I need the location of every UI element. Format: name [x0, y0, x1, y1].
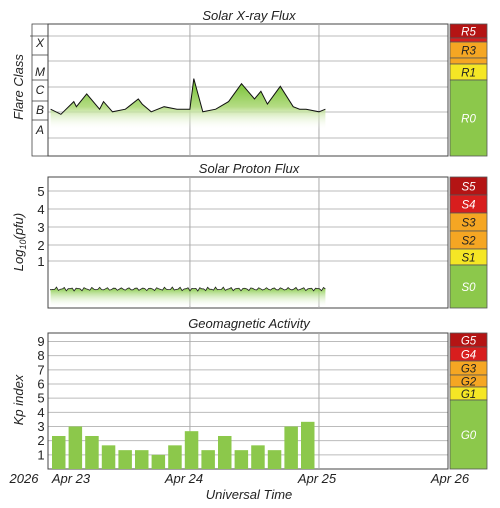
xray-scale-label: R0	[461, 114, 476, 126]
proton-area	[50, 287, 326, 306]
proton-scale-label: S1	[461, 253, 475, 265]
kp-scale-g0	[449, 399, 488, 470]
kp-bar	[201, 450, 215, 469]
xray-scale-	[449, 57, 488, 65]
kp-tick: 7	[37, 362, 44, 377]
proton-scale-label: S0	[461, 282, 476, 294]
kp-scale-label: G0	[461, 430, 477, 442]
proton-scale-s0	[449, 264, 488, 309]
class-label-b: B	[36, 103, 44, 117]
xray-scale-label: R5	[461, 27, 476, 39]
xray-line	[50, 78, 326, 115]
kp-bar	[284, 426, 298, 469]
x-tick-0: Apr 23	[51, 471, 91, 486]
kp-scale-label: G4	[461, 350, 476, 362]
year-label: 2026	[9, 471, 40, 486]
kp-bar	[184, 431, 199, 469]
kp-tick: 9	[37, 334, 44, 349]
xray-scale-label: R1	[461, 68, 476, 80]
kp-tick: 4	[37, 405, 44, 420]
kp-tick: 3	[37, 419, 44, 434]
kp-bar	[85, 435, 99, 469]
proton-plot: 5 4 3 21 S5 S4 S3 S2 S1 S0	[37, 176, 488, 309]
kp-tick: 8	[37, 348, 44, 363]
x-tick-3: Apr 26	[430, 471, 470, 486]
xray-scale-label: R3	[461, 46, 476, 58]
kp-bar	[135, 450, 149, 469]
class-column	[31, 23, 49, 157]
kp-tick: 6	[37, 377, 44, 392]
proton-frame	[47, 176, 449, 309]
x-tick-2: Apr 25	[297, 471, 337, 486]
kp-ylabel: Kp index	[11, 374, 26, 425]
kp-title: Geomagnetic Activity	[188, 316, 311, 331]
kp-bar	[151, 454, 166, 469]
kp-bar	[168, 445, 182, 469]
kp-scale-label: G2	[461, 377, 477, 389]
proton-line	[50, 286, 326, 292]
kp-bar	[52, 435, 66, 469]
x-tick-1: Apr 24	[164, 471, 203, 486]
proton-tick: 3	[37, 220, 44, 235]
kp-bar	[251, 445, 265, 469]
kp-scale-label: G1	[461, 389, 476, 401]
proton-tick: 4	[37, 202, 44, 217]
class-label-x: X	[35, 36, 45, 50]
class-label-c: C	[36, 83, 45, 97]
proton-scale-label: S3	[461, 218, 476, 230]
proton-title: Solar Proton Flux	[199, 161, 300, 176]
kp-bar	[218, 435, 232, 469]
xray-scale-r0	[449, 79, 488, 157]
xray-ylabel: Flare Class	[11, 54, 26, 120]
kp-bar	[118, 450, 132, 469]
kp-tick: 2	[37, 433, 44, 448]
proton-ylabel: Log10(pfu)	[11, 213, 28, 271]
xray-scale-	[449, 37, 488, 43]
kp-bar	[101, 445, 116, 469]
x-axis-label: Universal Time	[206, 487, 293, 502]
class-label-m: M	[35, 65, 45, 79]
proton-tick: 1	[37, 254, 44, 269]
xray-area	[50, 78, 326, 130]
kp-scale-label: G5	[461, 336, 477, 348]
kp-tick: 1	[37, 447, 44, 462]
kp-bar	[68, 426, 83, 469]
proton-scale-label: S2	[461, 236, 476, 248]
x-tick-labels: Apr 23 Apr 24 Apr 25 Apr 26	[51, 471, 470, 486]
proton-tick: 2	[37, 238, 44, 253]
proton-scale-label: S5	[461, 182, 476, 194]
xray-title: Solar X-ray Flux	[202, 8, 296, 23]
kp-bar	[301, 421, 315, 469]
kp-bar	[267, 450, 282, 469]
class-label-a: A	[35, 123, 44, 137]
kp-tick: 5	[37, 391, 44, 406]
kp-scale-label: G3	[461, 364, 477, 376]
proton-scale-label: S4	[461, 200, 475, 212]
xray-frame	[47, 23, 449, 157]
kp-bar	[234, 450, 249, 469]
proton-tick: 5	[37, 184, 44, 199]
